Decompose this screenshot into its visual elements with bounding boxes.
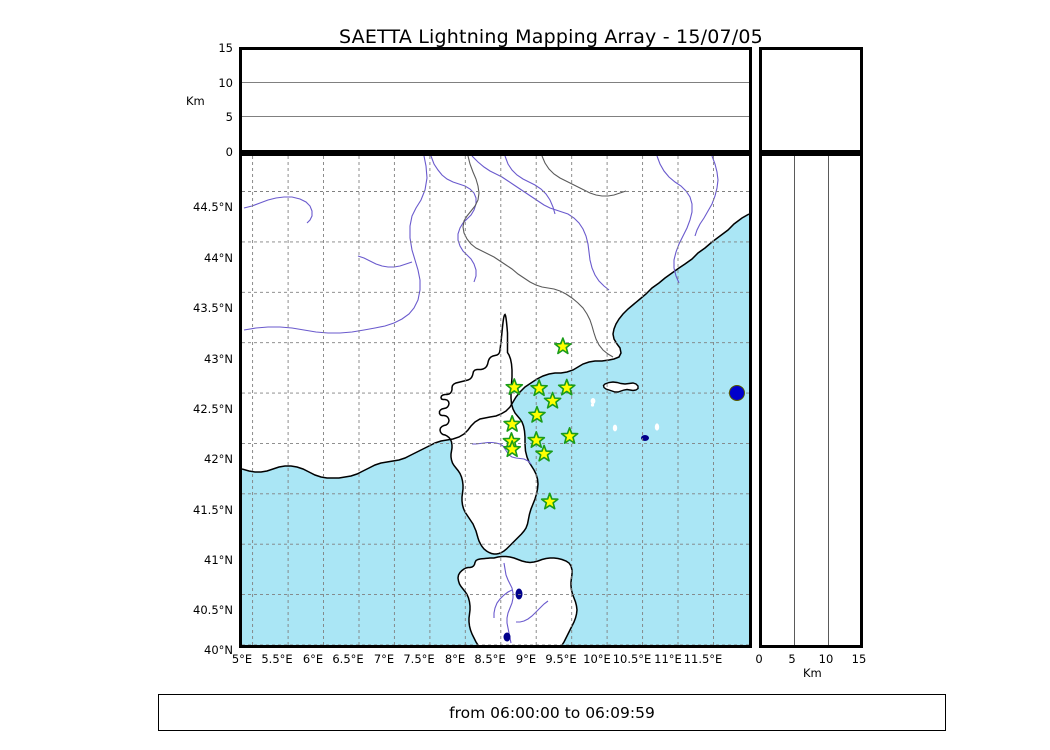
side-xtick-5: 5 xyxy=(788,652,796,666)
station-marker[interactable] xyxy=(503,414,522,432)
map-ytick-40: 40°N xyxy=(204,643,233,657)
map-canvas xyxy=(242,156,749,645)
station-marker[interactable] xyxy=(540,492,559,510)
small-island-2 xyxy=(590,403,595,407)
lake-1 xyxy=(515,588,523,600)
map-xtick-5: 5°E xyxy=(231,652,253,666)
small-island-3 xyxy=(612,424,618,432)
station-marker[interactable] xyxy=(503,440,522,458)
mainland-landmass xyxy=(242,156,749,478)
river-po-trib-2 xyxy=(656,156,693,284)
top-altitude-panel[interactable] xyxy=(239,47,752,153)
top-ytick-15: 15 xyxy=(218,41,233,55)
map-xtick-6: 6°E xyxy=(302,652,324,666)
map-xtick-7: 7°E xyxy=(373,652,395,666)
river-po xyxy=(471,156,610,291)
station-marker[interactable] xyxy=(557,378,576,396)
map-ytick-42: 42°N xyxy=(204,452,233,466)
elba-coastline xyxy=(602,381,639,393)
side-xtick-0: 0 xyxy=(755,652,763,666)
map-ytick-43.5: 43.5°N xyxy=(193,301,233,315)
sources-layer xyxy=(728,384,745,401)
stations-layer xyxy=(502,337,579,510)
map-ytick-41.5: 41.5°N xyxy=(193,503,233,517)
river-sardinia-3 xyxy=(516,600,549,623)
map-ytick-44: 44°N xyxy=(204,251,233,265)
map-xtick-8.5: 8.5°E xyxy=(474,652,506,666)
river-rhone xyxy=(243,156,428,334)
time-range-bar[interactable]: from 06:00:00 to 06:09:59 xyxy=(158,694,946,731)
lake-2 xyxy=(503,632,511,642)
station-marker[interactable] xyxy=(528,405,546,423)
map-ytick-42.5: 42.5°N xyxy=(193,402,233,416)
river-sardinia-2 xyxy=(493,589,513,618)
top-ytick-0: 0 xyxy=(225,145,233,159)
side-xtick-10: 10 xyxy=(818,652,834,666)
small-island-5 xyxy=(429,362,433,366)
map-ytick-43: 43°N xyxy=(204,352,233,366)
map-xtick-10.5: 10.5°E xyxy=(612,652,652,666)
vhf-source-marker[interactable] xyxy=(728,384,745,401)
river-po-trib-1 xyxy=(504,156,556,215)
border-swiss xyxy=(541,156,627,197)
map-xtick-5.5: 5.5°E xyxy=(261,652,293,666)
border-france-italy xyxy=(462,156,614,358)
side-panel-xlabel: Km xyxy=(803,666,822,680)
river-sardinia-1 xyxy=(503,562,514,644)
map-ytick-44.5: 44.5°N xyxy=(193,200,233,214)
map-xtick-8: 8°E xyxy=(444,652,466,666)
station-marker[interactable] xyxy=(527,431,546,448)
map-xtick-11.5: 11.5°E xyxy=(683,652,723,666)
side-xtick-15: 15 xyxy=(851,652,867,666)
top-ytick-5: 5 xyxy=(225,110,233,124)
station-marker[interactable] xyxy=(553,337,572,355)
station-marker[interactable] xyxy=(543,391,562,409)
map-ytick-40.5: 40.5°N xyxy=(193,603,233,617)
side-panel-gridline-5 xyxy=(794,156,796,645)
map-grid-group xyxy=(242,156,749,645)
map-xtick-9.5: 9.5°E xyxy=(545,652,577,666)
river-saone xyxy=(430,156,477,283)
top-panel-ylabel: Km xyxy=(186,94,205,108)
side-altitude-panel[interactable] xyxy=(759,153,863,648)
top-panel-gridline-10 xyxy=(242,82,749,84)
river-durance xyxy=(357,255,413,268)
map-xtick-9: 9°E xyxy=(515,652,537,666)
rivers-group xyxy=(243,156,719,644)
station-marker[interactable] xyxy=(535,444,553,462)
sardinia-coastline xyxy=(457,555,578,645)
station-marker[interactable] xyxy=(560,426,579,444)
time-range-text: from 06:00:00 to 06:09:59 xyxy=(449,703,655,722)
map-xtick-10: 10°E xyxy=(583,652,611,666)
side-panel-gridline-10 xyxy=(827,156,829,645)
sardinia-landmass xyxy=(458,556,577,645)
corsica-coastline xyxy=(438,313,539,555)
corner-panel[interactable] xyxy=(759,47,863,153)
small-island-1 xyxy=(590,398,596,404)
river-loire-trib xyxy=(243,196,313,224)
top-panel-gridline-5 xyxy=(242,115,749,117)
map-xtick-6.5: 6.5°E xyxy=(332,652,364,666)
page-title: SAETTA Lightning Mapping Array - 15/07/0… xyxy=(339,26,763,48)
top-ytick-10: 10 xyxy=(218,76,233,90)
map-xtick-11: 11°E xyxy=(654,652,682,666)
country-borders-group xyxy=(462,156,627,358)
map-panel[interactable] xyxy=(239,153,752,648)
small-island-4 xyxy=(654,423,660,431)
map-xtick-7.5: 7.5°E xyxy=(403,652,435,666)
station-marker[interactable] xyxy=(505,378,524,396)
map-ytick-41: 41°N xyxy=(204,553,233,567)
station-marker[interactable] xyxy=(530,379,548,397)
lakes-group xyxy=(503,435,649,642)
